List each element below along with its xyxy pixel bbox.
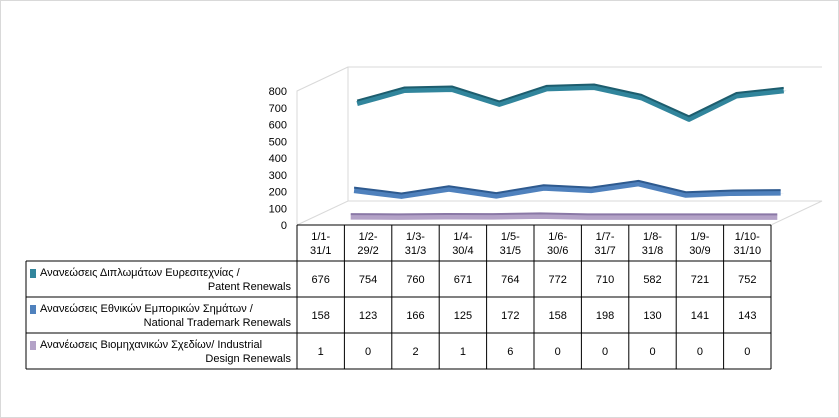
category-label: 1/10- xyxy=(735,231,760,243)
category-label: 31/1 xyxy=(310,245,331,257)
category-label: 1/6- xyxy=(548,231,567,243)
category-label: 30/9 xyxy=(689,245,710,257)
series-2 xyxy=(353,179,784,199)
data-label: 198 xyxy=(596,310,614,322)
data-label: 752 xyxy=(738,274,756,286)
y-tick-label: 800 xyxy=(269,86,287,98)
category-label: 31/10 xyxy=(734,245,762,257)
series-line xyxy=(350,213,778,220)
data-label: 172 xyxy=(501,310,519,322)
data-label: 0 xyxy=(602,346,608,358)
y-tick-label: 700 xyxy=(269,103,287,115)
data-label: 2 xyxy=(412,346,418,358)
y-tick-label: 200 xyxy=(269,187,287,199)
category-label: 1/3- xyxy=(406,231,425,243)
data-label: 754 xyxy=(359,274,377,286)
data-label: 772 xyxy=(549,274,567,286)
category-label: 31/5 xyxy=(500,245,521,257)
y-tick-label: 0 xyxy=(281,220,287,232)
data-label: 158 xyxy=(312,310,330,322)
category-label: 1/1- xyxy=(311,231,330,243)
y-tick-label: 400 xyxy=(269,153,287,165)
data-label: 0 xyxy=(365,346,371,358)
category-label: 31/7 xyxy=(594,245,615,257)
side-wall xyxy=(296,66,349,225)
legend-swatch xyxy=(30,269,36,278)
data-label: 764 xyxy=(501,274,519,286)
category-label: 31/3 xyxy=(405,245,426,257)
data-label: 166 xyxy=(406,310,424,322)
series-line-edge xyxy=(353,179,781,195)
legend-label: Patent Renewals xyxy=(208,281,292,293)
y-tick-label: 300 xyxy=(269,170,287,182)
legend-label: Ανανέωσεις Βιομηχανικών Σχεδίων/ Industr… xyxy=(40,339,262,351)
data-label: 125 xyxy=(454,310,472,322)
data-label: 141 xyxy=(691,310,709,322)
legend-label: National Trademark Renewals xyxy=(144,317,292,329)
data-label: 582 xyxy=(643,274,661,286)
y-tick-label: 500 xyxy=(269,136,287,148)
category-label: 1/4- xyxy=(453,231,472,243)
category-label: 30/4 xyxy=(452,245,473,257)
series-line-edge xyxy=(356,83,784,118)
data-table: 1/1- 31/1 1/2- 29/2 1/3- 31/3 1/4- 30/4 1/5- 31/5… xyxy=(25,224,772,370)
data-label: 0 xyxy=(649,346,655,358)
data-label: 721 xyxy=(691,274,709,286)
y-tick-label: 600 xyxy=(269,120,287,132)
data-label: 0 xyxy=(555,346,561,358)
data-label: 671 xyxy=(454,274,472,286)
category-label: 30/6 xyxy=(547,245,568,257)
series-1 xyxy=(356,83,787,122)
data-label: 1 xyxy=(460,346,466,358)
category-label: 1/5- xyxy=(501,231,520,243)
legend-label: Ανανεώσεις Διπλωμάτων Ευρεσιτεχνίας / xyxy=(40,267,241,279)
data-label: 1 xyxy=(318,346,324,358)
data-label: 123 xyxy=(359,310,377,322)
data-label: 158 xyxy=(549,310,567,322)
category-label: 1/8- xyxy=(643,231,662,243)
series-line xyxy=(353,181,781,199)
data-label: 710 xyxy=(596,274,614,286)
category-label: 29/2 xyxy=(357,245,378,257)
data-label: 143 xyxy=(738,310,756,322)
y-tick-label: 100 xyxy=(269,203,287,215)
data-label: 0 xyxy=(744,346,750,358)
series-line xyxy=(356,85,784,122)
data-label: 760 xyxy=(406,274,424,286)
category-label: 1/2- xyxy=(359,231,378,243)
data-label: 0 xyxy=(697,346,703,358)
series-line-edge xyxy=(350,212,778,216)
category-label: 1/7- xyxy=(596,231,615,243)
category-label: 31/8 xyxy=(642,245,663,257)
data-label: 676 xyxy=(312,274,330,286)
legend-label: Design Renewals xyxy=(205,353,291,365)
legend-swatch xyxy=(30,305,36,314)
series-3 xyxy=(350,212,781,220)
legend-label: Ανανεώσεις Εθνικών Εμπορικών Σημάτων / xyxy=(40,303,254,315)
legend-swatch xyxy=(30,341,36,350)
data-label: 6 xyxy=(507,346,513,358)
category-label: 1/9- xyxy=(690,231,709,243)
data-label: 130 xyxy=(643,310,661,322)
